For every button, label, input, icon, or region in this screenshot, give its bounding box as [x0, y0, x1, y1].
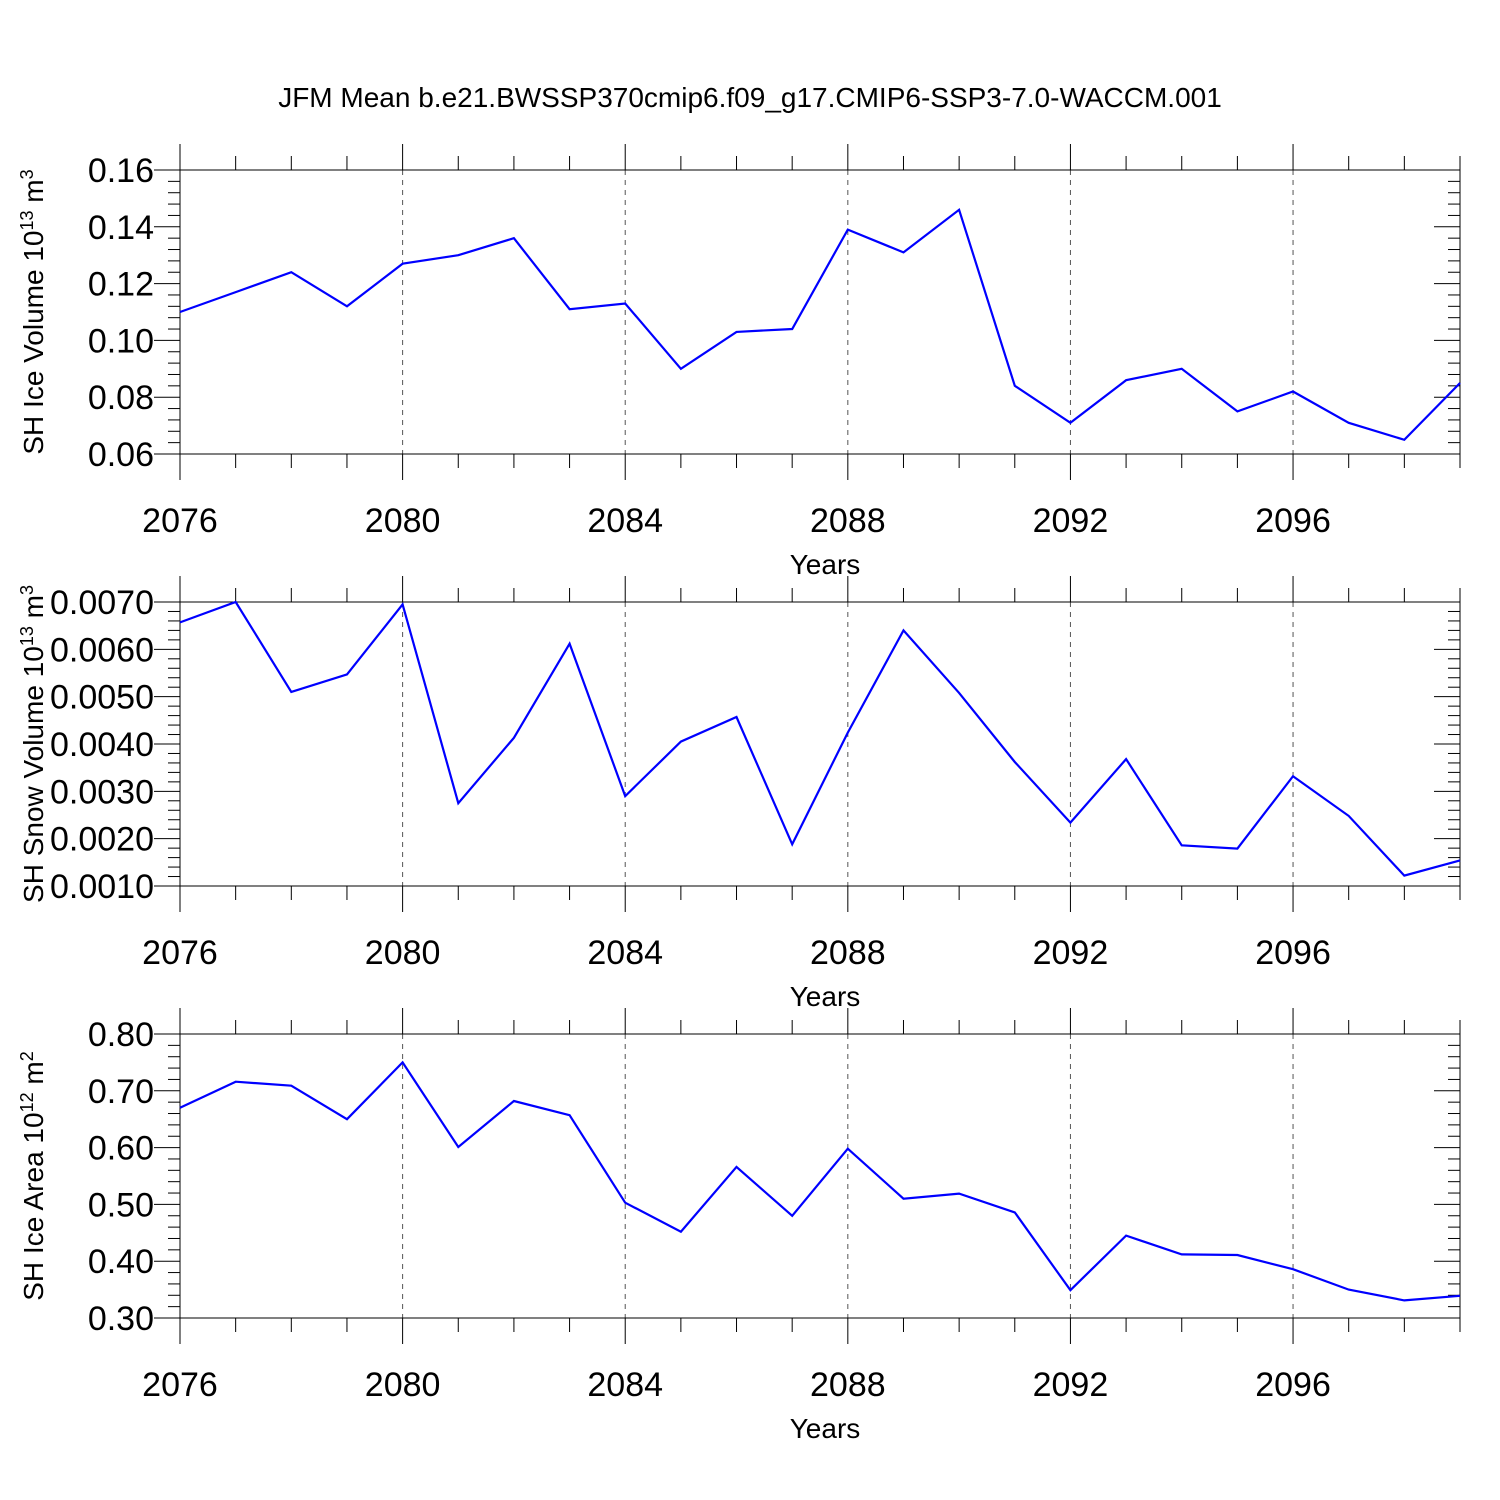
x-tick-label: 2076: [142, 1366, 218, 1404]
x-tick-label: 2092: [1033, 1366, 1109, 1404]
x-tick-label: 2088: [810, 934, 886, 972]
y-tick-label: 0.16: [88, 152, 154, 190]
chart-panel-1: 2076 2080 2084 2088 2092 2096 0.06 0.08 0.10 0.12…: [17, 144, 1461, 580]
x-tick-label: 2092: [1033, 934, 1109, 972]
x-tick-label: 2084: [587, 934, 663, 972]
x-tick-label: 2080: [365, 502, 441, 540]
x-axis-title: Years: [790, 1413, 861, 1444]
x-tick-label: 2080: [365, 934, 441, 972]
x-axis-title: Years: [790, 549, 861, 580]
x-tick-label: 2080: [365, 1366, 441, 1404]
y-tick-label: 0.60: [88, 1130, 154, 1168]
y-tick-label: 0.0050: [50, 679, 154, 717]
y-tick-label: 0.08: [88, 379, 154, 417]
series-line: [179, 207, 1461, 442]
plot-frame: [179, 169, 1461, 455]
y-tick-label: 0.40: [88, 1243, 154, 1281]
y-tick-label: 0.14: [88, 209, 154, 247]
x-tick-label: 2092: [1033, 502, 1109, 540]
y-tick-label: 0.80: [88, 1016, 154, 1054]
y-tick-label: 0.0060: [50, 631, 154, 669]
series-line: [179, 600, 1461, 877]
plot-frame: [179, 1033, 1461, 1319]
x-tick-label: 2088: [810, 1366, 886, 1404]
y-axis-title: SH Ice Volume 1013 m3: [17, 169, 49, 454]
x-tick-label: 2096: [1255, 1366, 1331, 1404]
figure-title: JFM Mean b.e21.BWSSP370cmip6.f09_g17.CMI…: [278, 82, 1222, 113]
x-tick-label: 2084: [587, 1366, 663, 1404]
panels: 2076 2080 2084 2088 2092 2096 0.06 0.08 0.10 0.12…: [17, 144, 1461, 1444]
y-tick-label: 0.70: [88, 1073, 154, 1111]
y-tick-label: 0.0030: [50, 773, 154, 811]
y-tick-label: 0.06: [88, 436, 154, 474]
y-tick-label: 0.0040: [50, 726, 154, 764]
chart-panel-3: 2076 2080 2084 2088 2092 2096 0.30 0.40 0.50 0.60…: [17, 1008, 1461, 1444]
y-tick-label: 0.0010: [50, 868, 154, 906]
y-tick-label: 0.12: [88, 266, 154, 304]
x-tick-label: 2076: [142, 934, 218, 972]
y-axis-title: SH Ice Area 1012 m2: [17, 1051, 49, 1301]
y-tick-label: 0.0020: [50, 821, 154, 859]
x-tick-label: 2076: [142, 502, 218, 540]
x-tick-label: 2096: [1255, 934, 1331, 972]
chart-panel-2: 2076 2080 2084 2088 2092 2096 0.0010 0.0020 0.00…: [17, 576, 1461, 1012]
y-tick-label: 0.50: [88, 1186, 154, 1224]
x-tick-label: 2084: [587, 502, 663, 540]
x-tick-label: 2096: [1255, 502, 1331, 540]
x-tick-label: 2088: [810, 502, 886, 540]
y-tick-label: 0.10: [88, 322, 154, 360]
x-axis-title: Years: [790, 981, 861, 1012]
y-axis-title: SH Snow Volume 1013 m3: [17, 585, 49, 903]
y-tick-label: 0.0070: [50, 584, 154, 622]
series-line: [179, 1060, 1461, 1302]
y-tick-label: 0.30: [88, 1300, 154, 1338]
